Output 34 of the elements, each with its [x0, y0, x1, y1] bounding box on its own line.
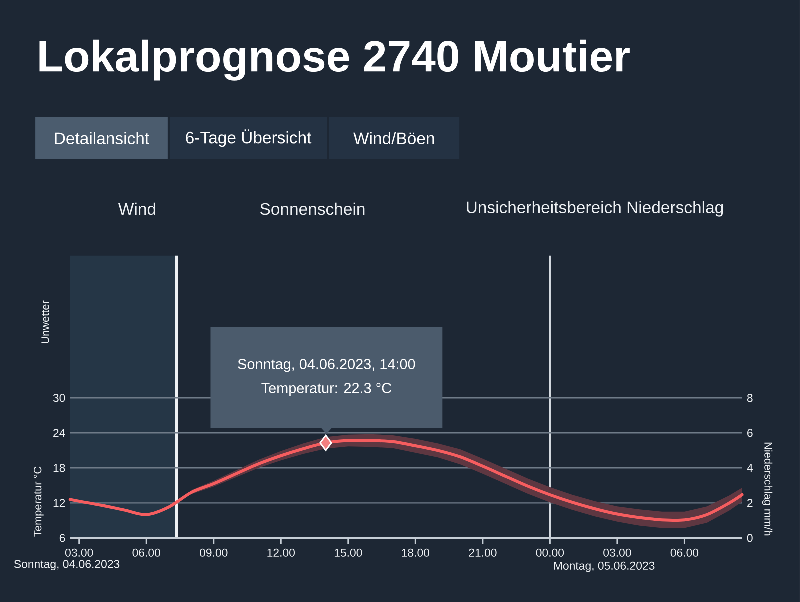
y-tick-label: 30 — [53, 394, 66, 402]
text: Unsicherheitsbereich Niederschlag — [467, 201, 724, 217]
y-tick-label: 18 — [54, 464, 66, 472]
text: Unwetter — [42, 300, 50, 344]
text: Wind — [118, 202, 156, 216]
x-tick-label: 03.00 — [604, 548, 632, 557]
y2-axis-title: Niederschlag mm/h — [762, 442, 773, 536]
x-tick-label: 06.00 — [670, 548, 699, 557]
x-tick-label: 15.00 — [334, 548, 362, 557]
y-axis-title: Temperatur °C — [34, 466, 44, 537]
y2-tick-label: 6 — [748, 429, 753, 438]
y-tick-label: 6 — [60, 534, 66, 542]
x-tick-label: 00.00 — [536, 548, 564, 557]
text: Sonntag, 04.06.2023 — [14, 560, 120, 570]
y-tick-label: 24 — [54, 429, 66, 438]
x-tick-label: 12.00 — [268, 548, 295, 557]
text: Sonnenschein — [260, 202, 365, 216]
text: 6-Tage Übersicht — [186, 130, 312, 147]
text: Sonntag, 04.06.2023, 14:00 — [238, 359, 416, 372]
ref-line-label: Montag, 05.06.2023 — [554, 562, 655, 572]
chart-title: Lokalprognose 2740 Moutier — [40, 40, 630, 81]
y2-tick-label: 2 — [748, 499, 753, 508]
text: Detailansicht — [55, 132, 150, 144]
y2-tick-label: 4 — [747, 464, 753, 472]
y2-tick-label: 8 — [747, 394, 753, 402]
y2-tick-label: 0 — [747, 534, 753, 542]
x-tick-label: 06.00 — [132, 548, 160, 557]
text: Temperatur: 22.3 °C — [262, 383, 392, 396]
x-tick-label: 09.00 — [200, 548, 228, 557]
x-tick-label: 21.00 — [469, 548, 497, 557]
text: Wind/Böen — [354, 132, 434, 144]
y-tick-label: 12 — [54, 499, 66, 508]
x-tick-label: 03.00 — [65, 548, 94, 557]
x-tick-label: 18.00 — [402, 548, 430, 557]
